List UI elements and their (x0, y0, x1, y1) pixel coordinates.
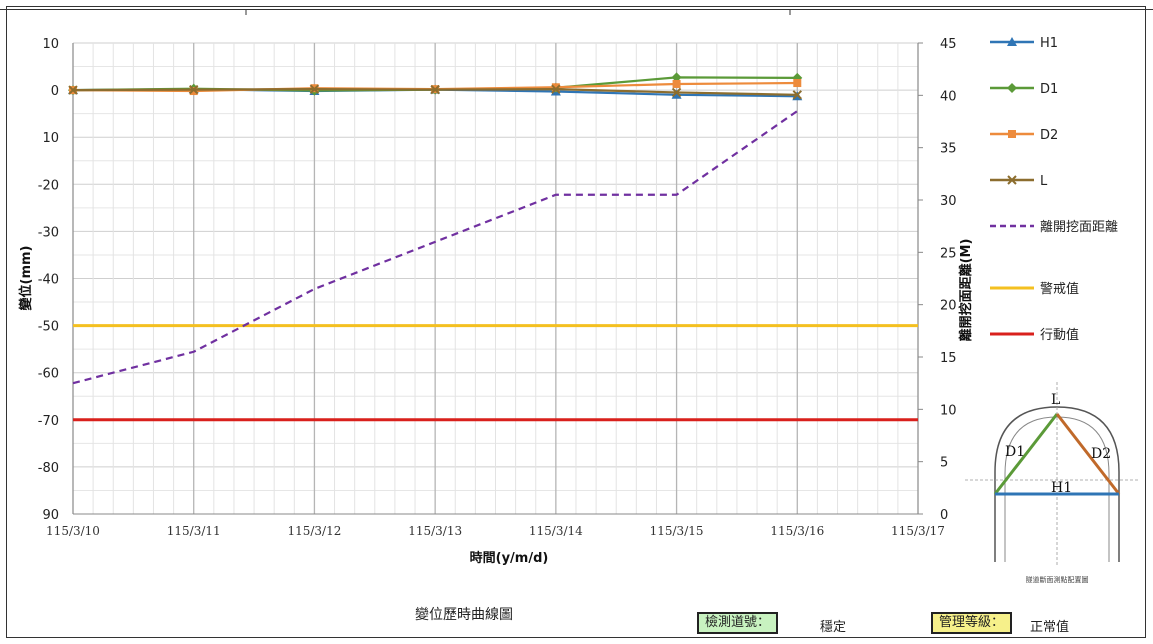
data-point-marker (671, 72, 682, 83)
tick-labels: 10 0 10 -20 -30 -40 -50 -60 -70 -80 90 45 40 35 30 25 20… (38, 37, 957, 538)
data-point-marker (189, 84, 199, 95)
x-tick-label: 115/3/15 (650, 524, 704, 538)
y2-tick-label: 10 (940, 403, 957, 418)
management-level-value: 正常值 (1030, 620, 1070, 635)
data-point-marker (671, 89, 682, 99)
data-point-marker (430, 84, 440, 95)
legend-label: D2 (1040, 128, 1058, 143)
legend-label: 行動值 (1040, 327, 1079, 343)
x-tick-label: 115/3/12 (287, 524, 341, 538)
x-tick-label: 115/3/14 (529, 524, 583, 538)
series-face-distance (72, 110, 798, 385)
y2-tick-label: 0 (940, 508, 948, 523)
y-axis-title: 變位(mm) (18, 246, 34, 311)
y2-tick-label: 35 (940, 142, 957, 157)
diagram-label-bottom: H1 (1051, 480, 1072, 496)
tunnel-section-diagram: L D1 D2 H1 隧道斷面測點配置圖 (965, 382, 1140, 584)
data-point-marker (792, 90, 802, 100)
legend-entry: 離開挖面距離 (990, 220, 1118, 235)
legend-entry: D2 (990, 128, 1058, 143)
diagram-label-top: L (1051, 392, 1060, 408)
y2-tick-label: 15 (940, 351, 957, 366)
chart-caption: 變位歷時曲線圖 (415, 607, 513, 623)
series-l (68, 84, 802, 100)
d1-chord (993, 413, 1059, 495)
y-tick-label: -80 (38, 461, 59, 476)
legend-label: 離開挖面距離 (1040, 220, 1118, 235)
legend-label: 警戒值 (1040, 281, 1079, 297)
y2-tick-label: 20 (940, 299, 957, 314)
diagram-label-right: D2 (1091, 446, 1111, 462)
legend-entry: L (990, 174, 1048, 189)
x-tick-label: 115/3/17 (891, 524, 945, 538)
legend-entry: H1 (990, 36, 1058, 51)
legend-entry: 警戒值 (990, 281, 1079, 297)
displacement-chart: 10 0 10 -20 -30 -40 -50 -60 -70 -80 90 45 40 35 30 25 20… (18, 36, 1118, 566)
y-tick-label: -20 (38, 178, 59, 193)
d2-chord (1055, 413, 1121, 495)
y-tick-label: -60 (38, 367, 59, 382)
chart-grid (72, 42, 919, 515)
y-tick-label: -70 (38, 414, 59, 429)
data-point-marker (793, 79, 802, 88)
data-point-marker (1007, 37, 1017, 46)
data-point-marker (671, 87, 682, 98)
data-point-marker (1008, 130, 1016, 138)
inspection-value: 穩定 (820, 620, 847, 635)
diagram-label-left: D1 (1005, 444, 1025, 460)
data-point-marker (68, 85, 78, 95)
y-tick-label: 0 (51, 84, 59, 99)
legend-label: D1 (1040, 82, 1058, 97)
legend-entry: 行動值 (990, 327, 1079, 343)
y-tick-label: 90 (42, 508, 59, 523)
data-point-marker (1007, 83, 1017, 93)
y-tick-label: 10 (42, 131, 59, 146)
data-point-marker (551, 84, 561, 94)
top-border-strip (0, 0, 1153, 15)
series-layer (68, 72, 918, 422)
y2-axis-title: 離開挖面距離(M) (958, 239, 974, 342)
y2-tick-label: 40 (940, 89, 957, 104)
legend-label: L (1040, 174, 1048, 189)
data-point-marker (551, 83, 560, 92)
y2-tick-label: 30 (940, 194, 957, 209)
data-point-marker (1007, 175, 1017, 185)
top-strip-lines (0, 9, 1153, 15)
y2-tick-label: 5 (940, 456, 948, 471)
report-frame (6, 6, 1146, 638)
y-tick-label: -40 (38, 273, 59, 288)
legend-entry: D1 (990, 82, 1058, 97)
x-tick-label: 115/3/10 (46, 524, 100, 538)
diagram-caption: 隧道斷面測點配置圖 (1026, 575, 1089, 584)
x-axis-title: 時間(y/m/d) (470, 550, 549, 566)
x-tick-label: 115/3/13 (408, 524, 462, 538)
inspection-label-box: 檢測道號： (697, 612, 779, 634)
series-line (72, 110, 798, 385)
data-point-marker (309, 84, 320, 94)
management-level-label-box: 管理等級： (931, 612, 1013, 634)
y-tick-label: -30 (38, 225, 59, 240)
y2-tick-label: 45 (940, 37, 957, 52)
legend-label: H1 (1040, 36, 1058, 51)
chart-axes (72, 42, 923, 515)
x-tick-label: 115/3/16 (770, 524, 824, 538)
y-tick-label: -50 (38, 320, 59, 335)
y2-tick-label: 25 (940, 246, 957, 261)
y-tick-label: 10 (42, 37, 59, 52)
data-point-marker (672, 79, 681, 88)
x-tick-label: 115/3/11 (167, 524, 221, 538)
